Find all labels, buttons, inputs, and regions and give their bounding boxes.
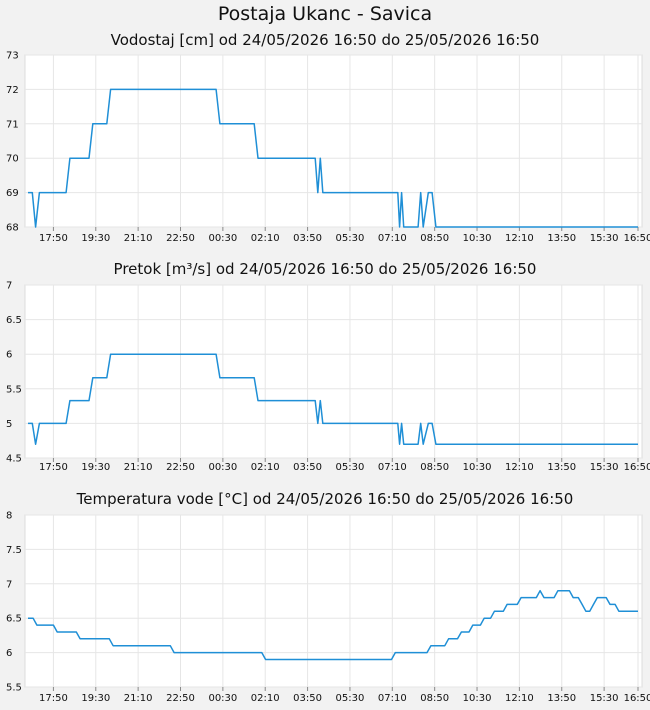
x-tick-label: 03:50 (293, 693, 322, 704)
page-title: Postaja Ukanc - Savica (217, 3, 433, 25)
chart-title-discharge: Pretok [m³/s] od 24/05/2026 16:50 do 25/… (113, 260, 537, 278)
y-tick-label: 69 (6, 188, 19, 199)
x-tick-label: 10:30 (463, 693, 492, 704)
x-tick-label: 02:10 (251, 693, 280, 704)
y-tick-label: 70 (6, 154, 19, 165)
y-tick-label: 7.5 (6, 545, 22, 556)
y-tick-label: 5.5 (6, 683, 22, 694)
plot-area (24, 54, 643, 228)
y-tick-label: 5 (6, 419, 12, 430)
x-tick-label: 12:10 (505, 462, 534, 473)
y-tick-label: 6 (6, 648, 12, 659)
x-tick-label: 08:50 (420, 693, 449, 704)
x-tick-label: 07:10 (378, 233, 407, 244)
x-tick-label: 19:30 (81, 693, 110, 704)
x-tick-label: 15:30 (590, 233, 619, 244)
y-tick-label: 6.5 (6, 614, 22, 625)
x-tick-label: 07:10 (378, 693, 407, 704)
y-tick-label: 4.5 (6, 454, 22, 465)
x-tick-label: 08:50 (420, 462, 449, 473)
x-tick-label: 05:30 (336, 693, 365, 704)
x-tick-label: 19:30 (81, 233, 110, 244)
x-tick-label: 16:50 (624, 693, 650, 704)
x-tick-label: 02:10 (251, 462, 280, 473)
y-tick-label: 6 (6, 350, 12, 361)
x-tick-label: 12:10 (505, 233, 534, 244)
plot-area (24, 284, 643, 459)
x-tick-label: 22:50 (166, 693, 195, 704)
x-tick-label: 00:30 (208, 233, 237, 244)
x-tick-label: 17:50 (39, 462, 68, 473)
x-tick-label: 21:10 (124, 233, 153, 244)
x-tick-label: 02:10 (251, 233, 280, 244)
discharge-chart: 4.5 5 5.5 6 6.5 7 17:50 19:30 21:10 22:50 00:30 02:… (6, 281, 650, 474)
x-tick-label: 12:10 (505, 693, 534, 704)
x-tick-label: 17:50 (39, 233, 68, 244)
x-tick-label: 19:30 (81, 462, 110, 473)
series-line (28, 88, 638, 228)
series-line (28, 589, 638, 661)
x-tick-label: 22:50 (166, 233, 195, 244)
y-tick-label: 73 (6, 51, 19, 62)
y-tick-label: 72 (6, 85, 19, 96)
x-tick-label: 00:30 (208, 693, 237, 704)
x-tick-label: 07:10 (378, 462, 407, 473)
x-tick-label: 05:30 (336, 233, 365, 244)
chart-title-water-temperature: Temperatura vode [°C] od 24/05/2026 16:5… (76, 490, 574, 508)
x-tick-label: 21:10 (124, 462, 153, 473)
y-tick-label: 71 (6, 119, 19, 130)
chart-title-water-level: Vodostaj [cm] od 24/05/2026 16:50 do 25/… (110, 31, 540, 49)
x-tick-label: 13:50 (547, 693, 576, 704)
x-tick-label: 08:50 (420, 233, 449, 244)
water-level-chart: 68 69 70 71 72 73 17:50 19:30 21:10 22:50 00:30 02:… (6, 51, 650, 245)
x-tick-label: 10:30 (463, 233, 492, 244)
series-line (28, 353, 638, 445)
plot-area (24, 514, 643, 688)
y-tick-label: 7 (6, 579, 12, 590)
x-tick-label: 22:50 (166, 462, 195, 473)
x-tick-label: 13:50 (547, 233, 576, 244)
x-tick-label: 13:50 (547, 462, 576, 473)
x-tick-label: 10:30 (463, 462, 492, 473)
y-tick-label: 5.5 (6, 384, 22, 395)
x-tick-label: 17:50 (39, 693, 68, 704)
x-tick-label: 16:50 (624, 462, 650, 473)
x-tick-label: 05:30 (336, 462, 365, 473)
x-tick-label: 03:50 (293, 233, 322, 244)
x-tick-label: 16:50 (624, 233, 650, 244)
y-tick-label: 68 (6, 223, 19, 234)
x-tick-label: 15:30 (590, 462, 619, 473)
x-tick-label: 15:30 (590, 693, 619, 704)
x-tick-label: 00:30 (208, 462, 237, 473)
x-tick-label: 03:50 (293, 462, 322, 473)
x-tick-label: 21:10 (124, 693, 153, 704)
y-tick-label: 7 (6, 281, 12, 292)
y-tick-label: 8 (6, 511, 12, 522)
y-tick-label: 6.5 (6, 315, 22, 326)
